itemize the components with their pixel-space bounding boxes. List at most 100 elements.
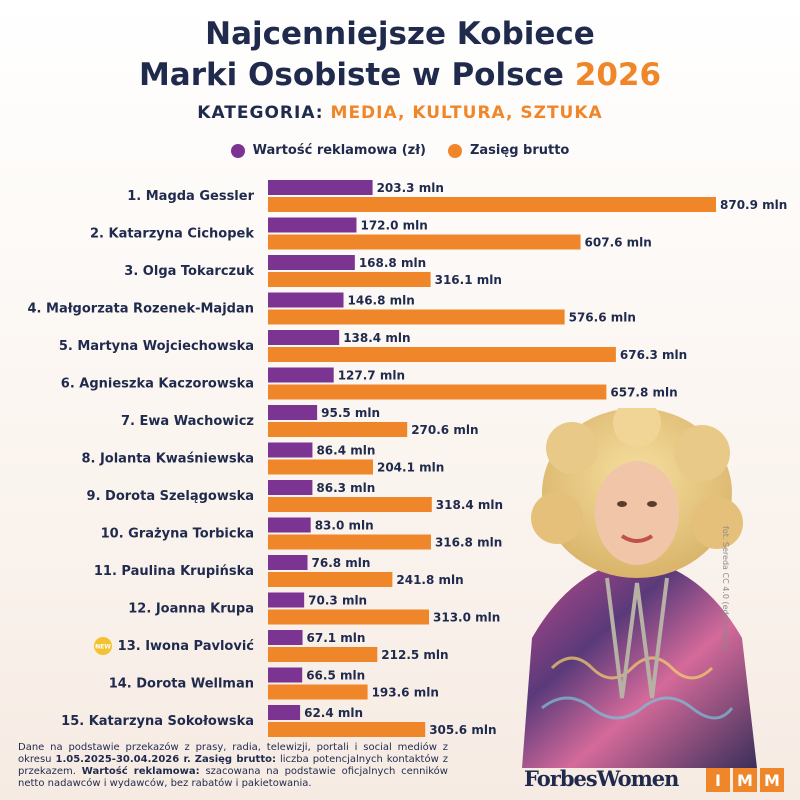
bar-ad-value [268,630,303,645]
bar-reach [268,572,393,587]
bar-reach [268,384,607,400]
category-heading: KATEGORIA: MEDIA, KULTURA, SZTUKA [0,103,800,123]
legend: Wartość reklamowa (zł) Zasięg brutto [0,143,800,158]
bar-reach [268,722,426,737]
data-label-reach: 870.9 mln [720,198,787,212]
data-label-reach: 212.5 mln [381,648,448,662]
bar-reach [268,197,716,212]
footnote: Dane na podstawie przekazów z prasy, rad… [18,742,448,790]
category-label: KATEGORIA: [197,103,324,123]
bar-ad-value [268,255,355,270]
title-line-2: Marki Osobiste w Polsce [138,57,564,93]
bar-reach [268,534,431,550]
legend-purple-dot [230,143,245,158]
bar-reach [268,497,432,512]
footnote-term-ad-value: Wartość reklamowa: [81,766,200,777]
data-label-reach: 316.8 mln [435,536,502,550]
title-year: 2026 [574,57,662,93]
legend-item-reach: Zasięg brutto [447,143,570,158]
category-label: 11. Paulina Krupińska [94,564,254,579]
category-label: 8. Jolanta Kwaśniewska [81,452,254,467]
data-label-ad-value: 70.3 mln [308,594,367,608]
photo-credit: fot. Sereda CC 4.0 (edytowane) [721,526,730,652]
category-label: 9. Dorota Szelągowska [87,489,254,504]
data-label-ad-value: 95.5 mln [321,406,380,420]
legend-label-reach: Zasięg brutto [469,143,570,158]
footnote-term-reach: Zasięg brutto: [194,754,276,765]
bar-ad-value [268,667,303,683]
category-label: 5. Martyna Wojciechowska [59,339,254,354]
new-badge-icon [94,637,112,655]
portrait-photo [522,408,757,768]
bar-ad-value [268,555,308,570]
category-label: 3. Olga Tokarczuk [124,264,254,279]
chart-title: Najcenniejsze Kobiece Marki Osobiste w P… [0,14,800,96]
footnote-text-3: szacowana na podstawie oficjalnych cenni… [18,766,448,789]
data-label-reach: 313.0 mln [433,611,500,625]
category-label: 10. Grażyna Torbicka [101,527,254,542]
category-label: 12. Joanna Krupa [128,602,254,617]
data-label-reach: 204.1 mln [377,461,444,475]
category-label: 15. Katarzyna Sokołowska [61,714,254,729]
bar-ad-value [268,442,313,458]
footnote-text-1: Dane na podstawie przekazów z prasy, rad… [18,742,448,765]
category-label: 7. Ewa Wachowicz [121,414,254,429]
data-label-reach: 576.6 mln [569,311,636,325]
bar-reach [268,647,378,662]
bar-reach [268,459,373,475]
data-label-ad-value: 146.8 mln [348,294,415,308]
bar-ad-value [268,480,313,495]
footnote-text-2: liczba potencjalnych kontaktów z przekaz… [18,754,448,777]
category-label: 6. Agnieszka Kaczorowska [61,377,254,392]
data-label-reach: 676.3 mln [620,348,687,362]
bar-reach [268,422,408,437]
bar-ad-value [268,405,318,420]
data-label-ad-value: 66.5 mln [306,669,365,683]
data-label-ad-value: 172.0 mln [360,219,427,233]
footnote-period: 1.05.2025-30.04.2026 r. [55,754,191,765]
legend-item-ad-value: Wartość reklamowa (zł) [230,143,426,158]
imm-letter-m1: M [733,768,757,792]
data-label-reach: 241.8 mln [396,573,463,587]
imm-letter-i: I [706,768,730,792]
data-label-reach: 318.4 mln [436,498,503,512]
forbes-women-logo: ForbesWomen [524,766,679,791]
bar-ad-value [268,517,311,533]
data-label-reach: 270.6 mln [411,423,478,437]
category-label: 14. Dorota Wellman [109,677,254,692]
data-label-ad-value: 138.4 mln [343,331,410,345]
category-label: 4. Małgorzata Rozenek-Majdan [28,302,254,317]
bar-reach [268,234,581,250]
category-value: MEDIA, KULTURA, SZTUKA [330,103,603,123]
new-badge-label: NEW [95,644,111,651]
bar-ad-value [268,292,344,308]
bar-reach [268,684,368,700]
data-label-ad-value: 83.0 mln [315,519,374,533]
data-label-reach: 193.6 mln [372,686,439,700]
category-label: 1. Magda Gessler [127,189,254,204]
data-label-ad-value: 168.8 mln [359,256,426,270]
data-label-ad-value: 203.3 mln [377,181,444,195]
data-label-ad-value: 127.7 mln [338,369,405,383]
bar-reach [268,272,431,287]
bar-reach [268,347,616,362]
data-label-ad-value: 76.8 mln [312,556,371,570]
bar-ad-value [268,592,305,608]
bar-ad-value [268,180,373,195]
imm-logo: I M M [706,768,784,792]
legend-orange-dot [447,143,462,158]
data-label-ad-value: 86.4 mln [316,444,375,458]
data-label-ad-value: 86.3 mln [316,481,375,495]
data-label-ad-value: 62.4 mln [304,706,363,720]
imm-letter-m2: M [760,768,784,792]
data-label-ad-value: 67.1 mln [307,631,366,645]
bar-ad-value [268,330,340,345]
category-label: 13. Iwona Pavlović [118,639,255,654]
bar-ad-value [268,367,334,383]
legend-label-ad-value: Wartość reklamowa (zł) [252,143,426,158]
category-label: 2. Katarzyna Cichopek [90,227,254,242]
data-label-reach: 316.1 mln [435,273,502,287]
data-label-reach: 657.8 mln [610,386,677,400]
bar-ad-value [268,705,301,720]
